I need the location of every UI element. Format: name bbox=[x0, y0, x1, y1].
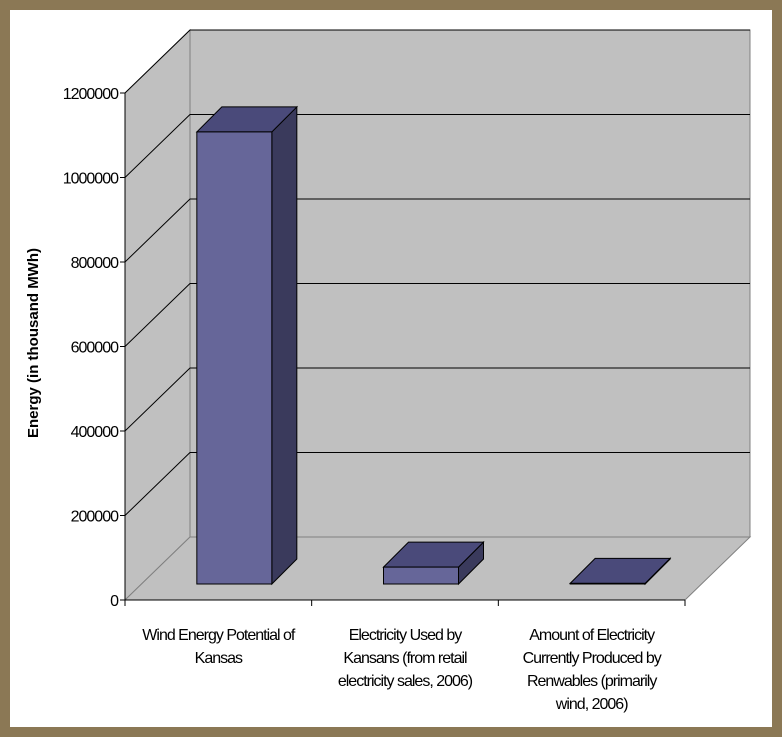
bar-front bbox=[569, 582, 646, 585]
y-tick-label: 200000 bbox=[71, 509, 119, 526]
x-category-label-line: Renwables (primarily bbox=[527, 673, 657, 690]
gridline bbox=[124, 114, 750, 178]
x-category-label-line: Wind Energy Potential of bbox=[142, 627, 296, 644]
x-category-label-line: electricity sales, 2006) bbox=[338, 673, 473, 690]
x-category-label-line: Amount of Electricity bbox=[529, 627, 655, 644]
x-category-label-line: Kansas bbox=[195, 650, 243, 667]
x-category-label-line: Electricity Used by bbox=[349, 627, 463, 644]
x-category-label-line: wind, 2006) bbox=[555, 696, 628, 713]
bar-front bbox=[196, 131, 273, 585]
gridline bbox=[124, 29, 750, 94]
bar bbox=[382, 540, 485, 586]
x-category-labels: Wind Energy Potential of Kansas Electricit… bbox=[142, 627, 662, 713]
gridline bbox=[124, 283, 750, 347]
bar bbox=[568, 557, 672, 586]
gridline bbox=[124, 198, 750, 263]
x-category-label: Electricity Used by Kansans (from retail e… bbox=[338, 627, 473, 690]
gridlines bbox=[124, 29, 750, 516]
bars bbox=[195, 105, 672, 586]
bar bbox=[195, 105, 299, 586]
x-category-label: Amount of Electricity Currently Produced … bbox=[523, 627, 662, 713]
gridline bbox=[124, 367, 750, 432]
y-tick-label: 1000000 bbox=[63, 171, 119, 188]
y-tick-labels: 0 200000 400000 600000 800000 1000000 1200000 bbox=[63, 86, 120, 610]
y-tick-label: 1200000 bbox=[63, 86, 119, 103]
y-tick-label: 0 bbox=[110, 593, 119, 610]
y-tick-label: 600000 bbox=[71, 340, 119, 357]
y-tick-label: 800000 bbox=[71, 255, 119, 272]
x-category-label-line: Currently Produced by bbox=[523, 650, 662, 667]
x-category-label: Wind Energy Potential of Kansas bbox=[142, 627, 296, 667]
y-tick-label: 400000 bbox=[71, 424, 119, 441]
gridline bbox=[124, 452, 750, 516]
axes bbox=[120, 92, 686, 606]
y-axis-title: Energy (in thousand MWh) bbox=[25, 248, 42, 438]
x-category-label-line: Kansans (from retail bbox=[343, 650, 467, 667]
bar-front bbox=[383, 566, 459, 585]
bar-side bbox=[271, 105, 298, 586]
